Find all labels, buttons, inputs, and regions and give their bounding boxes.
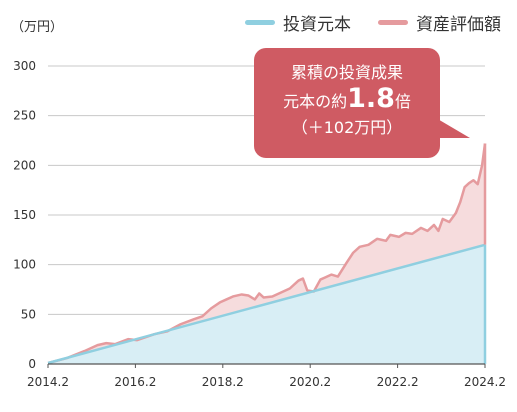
- y-tick-label: 200: [13, 158, 36, 172]
- y-tick-label: 100: [13, 258, 36, 272]
- y-axis-unit: （万円）: [11, 20, 64, 35]
- legend-item-valuation: 資産評価額: [378, 10, 501, 35]
- x-tick-label: 2016.2: [114, 375, 156, 389]
- callout-box: 累積の投資成果 元本の約1.8倍 （＋102万円）: [254, 48, 440, 158]
- x-tick-label: 2014.2: [27, 375, 69, 389]
- x-tick-label: 2024.2: [464, 375, 506, 389]
- chart-areas: [48, 143, 485, 364]
- legend-item-principal: 投資元本: [245, 10, 351, 35]
- y-tick-label: 50: [21, 307, 36, 321]
- x-tick-label: 2018.2: [202, 375, 244, 389]
- callout-line2-prefix: 元本の約: [283, 92, 348, 111]
- legend-label-principal: 投資元本: [283, 15, 351, 35]
- line-principal: [47, 243, 486, 365]
- callout-multiplier: 1.8: [347, 83, 395, 114]
- tick-labels: 0 50 100 150 200 250 300 2014.2 2016.2 2018.2 2020…: [13, 59, 506, 389]
- legend-swatch-principal: [245, 20, 275, 25]
- legend-label-valuation: 資産評価額: [416, 15, 501, 35]
- y-tick-label: 0: [28, 357, 36, 371]
- series-lines: [47, 143, 487, 365]
- callout-line3: （＋102万円）: [291, 118, 403, 137]
- x-tick-label: 2022.2: [377, 375, 419, 389]
- y-tick-label: 300: [13, 59, 36, 73]
- legend-swatch-valuation: [378, 20, 408, 25]
- y-tick-label: 250: [13, 109, 36, 123]
- callout-line2: 元本の約1.8倍: [254, 83, 440, 115]
- x-tick-label: 2020.2: [289, 375, 331, 389]
- axes: [47, 363, 486, 368]
- callout-line2-suffix: 倍: [394, 92, 411, 111]
- y-tick-label: 150: [13, 208, 36, 222]
- callout-line1: 累積の投資成果: [290, 63, 403, 82]
